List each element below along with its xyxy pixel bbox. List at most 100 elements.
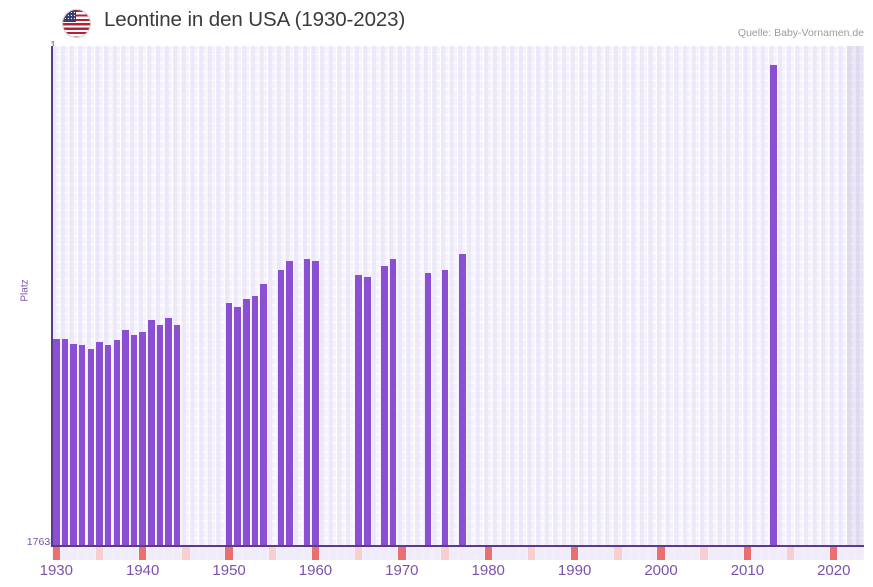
bar[interactable] (286, 260, 293, 547)
tick-cell-half-decade (182, 547, 190, 560)
bar[interactable] (225, 302, 233, 547)
y-axis-bottom-label: 17633 (26, 536, 56, 548)
bar[interactable] (389, 259, 397, 547)
x-axis-tick-label-1990: 1990 (557, 562, 592, 579)
tick-cell (778, 547, 786, 560)
tick-cell (190, 547, 199, 560)
bar[interactable] (303, 259, 311, 547)
bar[interactable] (364, 277, 371, 547)
bar[interactable] (139, 332, 146, 547)
tick-cell (104, 547, 112, 560)
tick-cell (406, 547, 415, 560)
bar[interactable] (148, 319, 155, 547)
bar[interactable] (122, 329, 129, 547)
y-axis-line (51, 46, 53, 547)
bar[interactable] (130, 335, 138, 547)
tick-cell (683, 547, 691, 560)
bar[interactable] (87, 349, 95, 547)
tick-cell (121, 547, 130, 560)
tick-cell (208, 547, 216, 560)
tick-cell (631, 547, 639, 560)
x-axis-tick-label-1940: 1940 (126, 562, 160, 579)
tick-cell (760, 547, 769, 560)
tick-cell-decade (311, 547, 320, 560)
tick-cell-decade (225, 547, 233, 560)
tick-cell (493, 547, 501, 560)
tick-cell (648, 547, 657, 560)
bar[interactable] (61, 339, 69, 547)
tick-cell (804, 547, 812, 560)
tick-cell (242, 547, 251, 560)
bar[interactable] (424, 272, 431, 547)
tick-cell (147, 547, 156, 560)
x-axis-tick-strip (52, 547, 864, 560)
tick-cell (475, 547, 484, 560)
tick-cell (320, 547, 328, 560)
tick-cell-half-decade (354, 547, 363, 560)
tick-cell-decade (52, 547, 61, 560)
tick-cell (277, 547, 285, 560)
bar[interactable] (277, 270, 285, 547)
tick-cell (622, 547, 631, 560)
x-axis-tick-label-2000: 2000 (644, 562, 678, 579)
bar[interactable] (441, 269, 449, 547)
bar[interactable] (251, 296, 259, 547)
bar[interactable] (165, 318, 172, 547)
tick-cell-half-decade (268, 547, 276, 560)
bar[interactable] (355, 275, 362, 547)
tick-cell (544, 547, 553, 560)
tick-cell (536, 547, 544, 560)
tick-cell (199, 547, 207, 560)
tick-cell (812, 547, 821, 560)
bar[interactable] (156, 325, 164, 547)
tick-cell (449, 547, 458, 560)
tick-cell (717, 547, 726, 560)
tick-cell (234, 547, 242, 560)
bar[interactable] (381, 265, 388, 547)
tick-cell (173, 547, 181, 560)
tick-cell (78, 547, 86, 560)
tick-cell (415, 547, 423, 560)
flag-canton (63, 10, 76, 22)
tick-cell (838, 547, 847, 560)
tick-cell (294, 547, 302, 560)
tick-cell (691, 547, 700, 560)
tick-cell (156, 547, 164, 560)
bar[interactable] (174, 325, 181, 547)
tick-cell-half-decade (95, 547, 104, 560)
bar[interactable] (53, 339, 60, 547)
bar[interactable] (243, 299, 250, 547)
bar[interactable] (312, 260, 319, 547)
bar[interactable] (96, 341, 103, 547)
bar[interactable] (78, 344, 86, 547)
tick-cell (735, 547, 743, 560)
bar[interactable] (113, 339, 121, 547)
tick-cell (510, 547, 518, 560)
us-flag-icon (62, 9, 91, 38)
tick-cell (709, 547, 717, 560)
bar[interactable] (459, 254, 466, 547)
tick-cell (605, 547, 613, 560)
tick-cell (588, 547, 596, 560)
tick-cell (769, 547, 778, 560)
tick-cell (113, 547, 121, 560)
source-label: Quelle: Baby-Vornamen.de (737, 27, 864, 39)
tick-cell (329, 547, 337, 560)
tick-cell (674, 547, 682, 560)
tick-cell (726, 547, 734, 560)
tick-cell-half-decade (441, 547, 449, 560)
page-title: Leontine in den USA (1930-2023) (104, 8, 406, 31)
bar[interactable] (234, 306, 241, 547)
tick-cell (821, 547, 829, 560)
tick-cell (432, 547, 441, 560)
bar[interactable] (104, 345, 112, 547)
bar[interactable] (770, 64, 777, 547)
tick-cell (855, 547, 864, 560)
tick-cell (69, 547, 78, 560)
tick-cell-half-decade (700, 547, 708, 560)
bar[interactable] (260, 283, 267, 547)
tick-cell (501, 547, 510, 560)
tick-cell (424, 547, 432, 560)
bar[interactable] (70, 344, 77, 547)
tick-cell (130, 547, 138, 560)
